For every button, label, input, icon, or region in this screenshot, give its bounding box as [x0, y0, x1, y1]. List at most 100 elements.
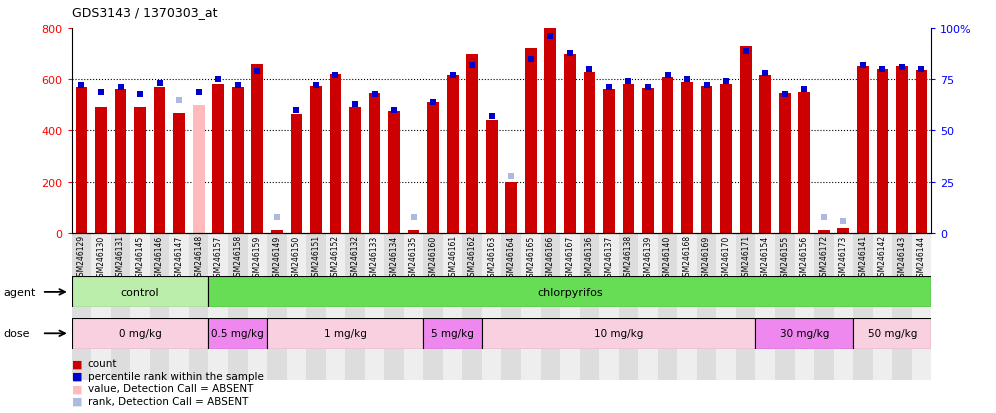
- Bar: [193, 106, 204, 233]
- Text: chlorpyrifos: chlorpyrifos: [537, 287, 603, 297]
- Bar: [779, 94, 791, 233]
- Bar: [447, 76, 458, 233]
- Text: 5 mg/kg: 5 mg/kg: [431, 328, 474, 339]
- Bar: [310, 86, 322, 233]
- Bar: [911, 233, 931, 380]
- Bar: [134, 108, 146, 233]
- Bar: [622, 85, 634, 233]
- Bar: [638, 233, 657, 380]
- Text: GDS3143 / 1370303_at: GDS3143 / 1370303_at: [72, 6, 217, 19]
- Bar: [657, 233, 677, 380]
- Bar: [814, 233, 834, 380]
- Text: agent: agent: [3, 287, 36, 297]
- Bar: [173, 113, 185, 233]
- Text: control: control: [121, 287, 159, 297]
- Bar: [407, 231, 419, 233]
- Bar: [736, 233, 755, 380]
- Bar: [834, 233, 854, 380]
- Bar: [486, 121, 498, 233]
- Bar: [111, 233, 130, 380]
- Bar: [525, 50, 537, 233]
- Bar: [502, 233, 521, 380]
- Bar: [189, 233, 208, 380]
- Text: percentile rank within the sample: percentile rank within the sample: [88, 371, 264, 381]
- Bar: [466, 55, 478, 233]
- Bar: [541, 233, 560, 380]
- Bar: [232, 88, 244, 233]
- Bar: [427, 103, 439, 233]
- Bar: [857, 67, 869, 233]
- Bar: [267, 233, 287, 380]
- Bar: [716, 233, 736, 380]
- Text: ■: ■: [72, 371, 83, 381]
- Text: 1 mg/kg: 1 mg/kg: [324, 328, 367, 339]
- Text: count: count: [88, 358, 118, 368]
- Bar: [423, 233, 443, 380]
- Bar: [212, 85, 224, 233]
- Bar: [115, 90, 126, 233]
- Text: 0.5 mg/kg: 0.5 mg/kg: [211, 328, 264, 339]
- Bar: [346, 233, 365, 380]
- Bar: [72, 233, 92, 380]
- Bar: [603, 90, 615, 233]
- Bar: [271, 231, 283, 233]
- Bar: [350, 108, 361, 233]
- Bar: [818, 231, 830, 233]
- Bar: [96, 108, 107, 233]
- Text: 30 mg/kg: 30 mg/kg: [780, 328, 829, 339]
- Bar: [872, 233, 892, 380]
- Bar: [661, 78, 673, 233]
- Bar: [72, 277, 208, 308]
- Bar: [505, 182, 517, 233]
- Bar: [521, 233, 541, 380]
- Bar: [330, 75, 342, 233]
- Text: 50 mg/kg: 50 mg/kg: [868, 328, 917, 339]
- Bar: [838, 229, 850, 233]
- Bar: [208, 233, 228, 380]
- Bar: [799, 93, 810, 233]
- Bar: [720, 85, 732, 233]
- Bar: [228, 233, 248, 380]
- Bar: [915, 71, 927, 233]
- Bar: [306, 233, 326, 380]
- Bar: [443, 233, 462, 380]
- Bar: [854, 318, 931, 349]
- Bar: [384, 233, 403, 380]
- Bar: [740, 47, 752, 233]
- Bar: [545, 29, 556, 233]
- Bar: [619, 233, 638, 380]
- Bar: [326, 233, 346, 380]
- Bar: [248, 233, 267, 380]
- Bar: [462, 233, 482, 380]
- Bar: [287, 233, 306, 380]
- Bar: [130, 233, 149, 380]
- Bar: [642, 89, 653, 233]
- Bar: [365, 233, 384, 380]
- Bar: [251, 65, 263, 233]
- Text: ■: ■: [72, 396, 83, 406]
- Bar: [564, 55, 576, 233]
- Bar: [149, 233, 169, 380]
- Bar: [291, 114, 302, 233]
- Bar: [600, 233, 619, 380]
- Text: ■: ■: [72, 383, 83, 393]
- Bar: [876, 70, 888, 233]
- Bar: [560, 233, 580, 380]
- Text: 0 mg/kg: 0 mg/kg: [119, 328, 161, 339]
- Bar: [72, 318, 208, 349]
- Bar: [92, 233, 111, 380]
- Bar: [369, 94, 380, 233]
- Bar: [76, 88, 88, 233]
- Bar: [482, 233, 501, 380]
- Bar: [755, 233, 775, 380]
- Bar: [681, 83, 693, 233]
- Bar: [482, 318, 755, 349]
- Bar: [580, 233, 600, 380]
- Bar: [423, 318, 482, 349]
- Bar: [169, 233, 189, 380]
- Bar: [208, 318, 267, 349]
- Bar: [896, 67, 907, 233]
- Text: value, Detection Call = ABSENT: value, Detection Call = ABSENT: [88, 383, 253, 393]
- Bar: [759, 76, 771, 233]
- Bar: [795, 233, 814, 380]
